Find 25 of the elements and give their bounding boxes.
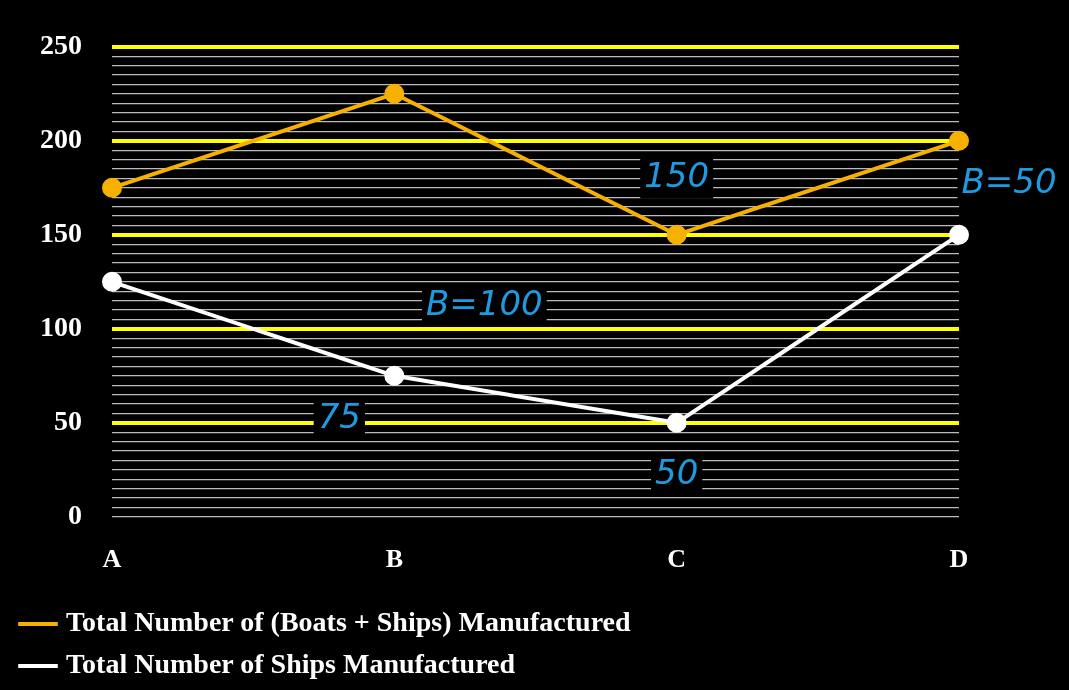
x-tick-label: C: [667, 544, 687, 574]
x-tick-label: B: [385, 544, 404, 574]
annotation: 50: [655, 452, 699, 493]
point: [949, 224, 969, 245]
point: [102, 177, 122, 198]
point: [102, 271, 122, 292]
x-tick-label: D: [949, 544, 969, 574]
legend-label: Total Number of (Boats + Ships) Manufactured: [66, 606, 632, 638]
y-tick-label: 50: [54, 405, 82, 437]
y-tick-label: 200: [40, 123, 82, 155]
annotation: 150: [644, 155, 710, 196]
point: [666, 412, 687, 433]
y-tick-label: 250: [40, 29, 82, 61]
y-tick-label: 0: [68, 499, 82, 531]
point: [384, 365, 405, 386]
point: [384, 83, 405, 104]
point: [949, 130, 969, 151]
annotation: 75: [317, 395, 361, 436]
point: [666, 224, 687, 245]
text: B=50: [961, 160, 1057, 201]
y-tick-label: 150: [40, 217, 82, 249]
y-tick-label: 100: [40, 311, 82, 343]
x-tick-label: A: [102, 544, 122, 574]
legend-label: Total Number of Ships Manufactured: [66, 648, 516, 680]
annotation: B=100: [425, 283, 543, 324]
